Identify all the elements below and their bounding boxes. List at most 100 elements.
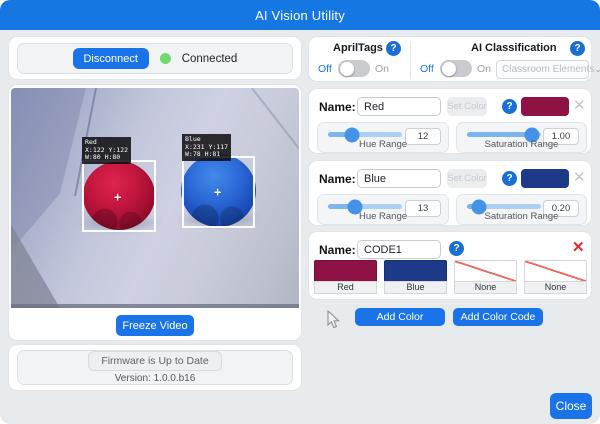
code-slot-blue[interactable]: Blue — [384, 260, 447, 294]
connected-status-dot — [159, 53, 171, 64]
hue-slider-handle-red[interactable] — [344, 127, 360, 142]
saturation-range-label-blue: Saturation Range — [484, 211, 559, 222]
code-slot-none-2-swatch — [524, 260, 587, 281]
ai-classification-help-icon[interactable]: ? — [570, 41, 585, 56]
ai-classification-off-label: Off — [420, 63, 434, 75]
apriltags-off-label: Off — [318, 63, 332, 75]
detection-blue-wh: W:78 H:81 — [185, 150, 221, 159]
hue-value-blue[interactable]: 13 — [405, 200, 441, 217]
section-divider — [410, 41, 411, 79]
saturation-range-label-red: Saturation Range — [484, 139, 559, 150]
saturation-value-red[interactable]: 1.00 — [543, 128, 579, 145]
firmware-panel: Firmware is Up to Date Version: 1.0.0.b1… — [17, 350, 293, 385]
saturation-slider-fill-red — [467, 132, 533, 137]
hue-range-label-red: Hue Range — [358, 139, 408, 150]
color-code-card: Name: ? ✕ Red Blue None None — [308, 231, 592, 300]
code-slot-none-2-label: None — [524, 281, 587, 294]
hue-range-label-blue: Hue Range — [358, 211, 408, 222]
color-code-name-input[interactable] — [357, 240, 441, 259]
hue-slider-track-blue[interactable] — [328, 199, 402, 214]
remove-color-code-icon[interactable]: ✕ — [572, 239, 585, 256]
apriltags-toggle-knob — [339, 61, 354, 76]
color-name-input-red[interactable] — [357, 97, 441, 116]
color-row-blue: Name: Set Color ? ✕ 13 Hue Range 0.20 Sa… — [308, 160, 592, 226]
firmware-version-text: Version: 1.0.0.b16 — [114, 373, 196, 384]
color-row-red: Name: Set Color ? ✕ 12 Hue Range 1.00 Sa… — [308, 88, 592, 154]
apriltags-toggle[interactable] — [338, 60, 370, 77]
hue-slider-track-red[interactable] — [328, 127, 402, 142]
page-title: AI Vision Utility — [255, 7, 345, 23]
saturation-slider-handle-red[interactable] — [524, 127, 540, 142]
saturation-range-slider-blue: 0.20 Saturation Range — [456, 194, 587, 225]
saturation-slider-track-blue[interactable] — [467, 199, 541, 214]
code-slot-blue-swatch — [384, 260, 447, 281]
classification-model-select[interactable]: Classroom Elements ⌄ — [496, 60, 600, 79]
connection-panel: Disconnect Connected — [17, 43, 293, 74]
classification-model-value: Classroom Elements — [502, 64, 595, 75]
video-card: Red X:122 Y:122 W:80 H:80 Blue X:231 Y:1… — [8, 84, 302, 341]
detection-center-cross-red: + — [114, 190, 122, 204]
name-label: Name: — [319, 100, 356, 114]
color-swatch-blue — [521, 169, 569, 188]
freeze-video-button[interactable]: Freeze Video — [116, 315, 194, 336]
name-label: Name: — [319, 172, 356, 186]
detection-modes-card: AprilTags ? Off On AI Classification ? O… — [308, 36, 600, 82]
apriltags-on-label: On — [375, 63, 390, 75]
connection-status-text: Connected — [181, 52, 238, 65]
color-help-icon-red[interactable]: ? — [502, 99, 517, 114]
code-slot-red-label: Red — [314, 281, 377, 294]
code-slot-none-2[interactable]: None — [524, 260, 587, 294]
remove-color-icon-red[interactable]: ✕ — [573, 97, 586, 114]
detection-label-blue: Blue X:231 Y:117 W:78 H:81 — [182, 134, 232, 161]
add-color-button[interactable]: Add Color — [355, 308, 445, 326]
hue-slider-handle-blue[interactable] — [347, 199, 363, 214]
firmware-status-button[interactable]: Firmware is Up to Date — [88, 351, 222, 371]
hue-value-red[interactable]: 12 — [405, 128, 441, 145]
hue-slider-fill-blue — [328, 204, 355, 209]
detection-red-xy: X:122 Y:122 — [85, 145, 129, 154]
ai-classification-toggle[interactable] — [440, 60, 472, 77]
code-slot-none-1-swatch — [454, 260, 517, 281]
code-slot-none-1-label: None — [454, 281, 517, 294]
detection-red-name: Red — [85, 138, 97, 146]
ai-classification-title: AI Classification — [471, 42, 557, 54]
video-corner-edge-right — [251, 88, 299, 151]
red-ball — [83, 161, 155, 230]
color-name-input-blue[interactable] — [357, 169, 441, 188]
mouse-cursor — [327, 310, 340, 329]
disconnect-button[interactable]: Disconnect — [72, 48, 149, 69]
video-front-edge — [11, 304, 299, 308]
close-button[interactable]: Close — [550, 393, 592, 419]
hue-slider-fill-red — [328, 132, 352, 137]
hue-range-slider-red: 12 Hue Range — [317, 122, 449, 153]
set-color-button-blue[interactable]: Set Color — [447, 169, 487, 188]
saturation-slider-handle-blue[interactable] — [471, 199, 487, 214]
name-label: Name: — [319, 243, 356, 257]
set-color-button-red[interactable]: Set Color — [447, 97, 487, 116]
apriltags-title: AprilTags — [333, 42, 383, 54]
ai-classification-on-label: On — [477, 63, 492, 75]
saturation-value-blue[interactable]: 0.20 — [543, 200, 579, 217]
detection-red-wh: W:80 H:80 — [85, 153, 121, 162]
color-code-help-icon[interactable]: ? — [449, 241, 464, 256]
saturation-slider-track-red[interactable] — [467, 127, 541, 142]
connection-card: Disconnect Connected — [8, 36, 302, 80]
title-bar: AI Vision Utility — [0, 0, 600, 30]
code-slot-red-swatch — [314, 260, 377, 281]
remove-color-icon-blue[interactable]: ✕ — [573, 169, 586, 186]
code-slot-red[interactable]: Red — [314, 260, 377, 294]
color-help-icon-blue[interactable]: ? — [502, 171, 517, 186]
add-color-code-button[interactable]: Add Color Code — [453, 308, 543, 326]
apriltags-help-icon[interactable]: ? — [386, 41, 401, 56]
camera-video-feed: Red X:122 Y:122 W:80 H:80 Blue X:231 Y:1… — [11, 88, 299, 308]
saturation-range-slider-red: 1.00 Saturation Range — [456, 122, 587, 153]
detection-center-cross-blue: + — [214, 185, 222, 199]
code-slot-blue-label: Blue — [384, 281, 447, 294]
firmware-card: Firmware is Up to Date Version: 1.0.0.b1… — [8, 344, 302, 391]
detection-label-red: Red X:122 Y:122 W:80 H:80 — [82, 137, 132, 164]
code-slot-none-1[interactable]: None — [454, 260, 517, 294]
chevron-down-icon: ⌄ — [594, 64, 600, 74]
hue-range-slider-blue: 13 Hue Range — [317, 194, 449, 225]
blue-ball — [181, 154, 256, 227]
